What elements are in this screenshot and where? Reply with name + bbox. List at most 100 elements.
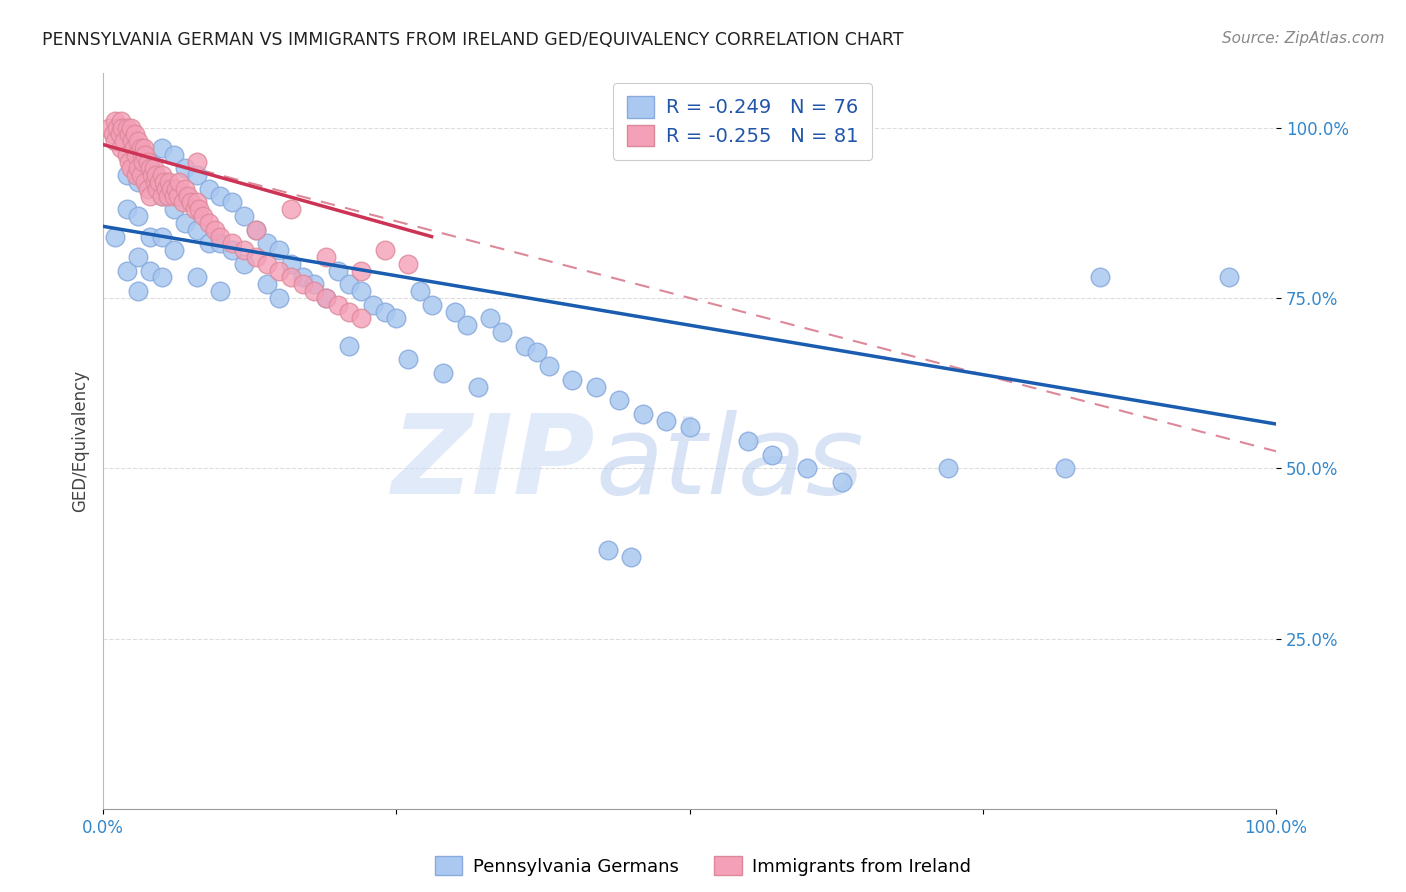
Point: [186, 168, 208, 182]
Point: [105, 120, 128, 135]
Point: [165, 182, 187, 196]
Point: [127, 209, 149, 223]
Point: [150, 270, 173, 285]
Point: [232, 209, 254, 223]
Point: [396, 352, 419, 367]
Point: [631, 407, 654, 421]
Point: [361, 298, 384, 312]
Point: [180, 195, 202, 210]
Point: [245, 223, 267, 237]
Point: [150, 168, 173, 182]
Point: [678, 420, 700, 434]
Point: [350, 263, 373, 277]
Point: [167, 188, 190, 202]
Point: [232, 243, 254, 257]
Point: [537, 359, 560, 373]
Point: [491, 325, 513, 339]
Point: [150, 188, 173, 202]
Point: [139, 229, 162, 244]
Point: [127, 250, 149, 264]
Legend: R = -0.249   N = 76, R = -0.255   N = 81: R = -0.249 N = 76, R = -0.255 N = 81: [613, 83, 872, 160]
Point: [280, 257, 302, 271]
Point: [120, 120, 142, 135]
Point: [134, 141, 156, 155]
Point: [162, 188, 184, 202]
Point: [111, 120, 134, 135]
Point: [157, 175, 180, 189]
Point: [132, 154, 155, 169]
Point: [104, 113, 127, 128]
Point: [104, 134, 127, 148]
Point: [245, 250, 267, 264]
Point: [221, 243, 243, 257]
Point: [145, 168, 167, 182]
Point: [121, 134, 143, 148]
Point: [385, 311, 408, 326]
Point: [191, 209, 214, 223]
Point: [134, 148, 156, 162]
Point: [112, 134, 135, 148]
Point: [209, 188, 232, 202]
Point: [110, 113, 132, 128]
Point: [186, 195, 208, 210]
Point: [139, 263, 162, 277]
Point: [160, 182, 183, 196]
Point: [115, 202, 138, 217]
Point: [155, 182, 177, 196]
Point: [162, 202, 184, 217]
Point: [136, 154, 159, 169]
Point: [197, 182, 219, 196]
Point: [104, 229, 127, 244]
Point: [245, 223, 267, 237]
Point: [1088, 270, 1111, 285]
Point: [561, 373, 583, 387]
Point: [162, 148, 184, 162]
Point: [256, 236, 278, 251]
Point: [139, 161, 162, 176]
Point: [125, 168, 148, 182]
Text: Source: ZipAtlas.com: Source: ZipAtlas.com: [1222, 31, 1385, 46]
Point: [209, 236, 232, 251]
Point: [98, 120, 121, 135]
Point: [607, 393, 630, 408]
Point: [737, 434, 759, 448]
Point: [153, 175, 176, 189]
Point: [148, 175, 170, 189]
Point: [350, 284, 373, 298]
Point: [129, 168, 152, 182]
Point: [761, 448, 783, 462]
Point: [655, 414, 678, 428]
Point: [131, 148, 153, 162]
Point: [139, 154, 162, 169]
Point: [188, 202, 211, 217]
Point: [127, 134, 149, 148]
Point: [444, 304, 467, 318]
Point: [124, 128, 146, 142]
Point: [280, 270, 302, 285]
Point: [197, 236, 219, 251]
Point: [176, 188, 198, 202]
Point: [936, 461, 959, 475]
Point: [209, 284, 232, 298]
Point: [101, 128, 124, 142]
Point: [143, 175, 166, 189]
Point: [110, 141, 132, 155]
Point: [339, 338, 361, 352]
Point: [139, 188, 162, 202]
Point: [115, 148, 138, 162]
Point: [326, 263, 349, 277]
Point: [174, 182, 197, 196]
Point: [432, 366, 454, 380]
Point: [315, 291, 337, 305]
Point: [620, 549, 643, 564]
Point: [467, 379, 489, 393]
Point: [304, 277, 326, 292]
Point: [221, 236, 243, 251]
Point: [150, 141, 173, 155]
Point: [174, 216, 197, 230]
Point: [291, 277, 314, 292]
Point: [256, 257, 278, 271]
Point: [142, 161, 165, 176]
Point: [141, 168, 163, 182]
Point: [183, 202, 205, 217]
